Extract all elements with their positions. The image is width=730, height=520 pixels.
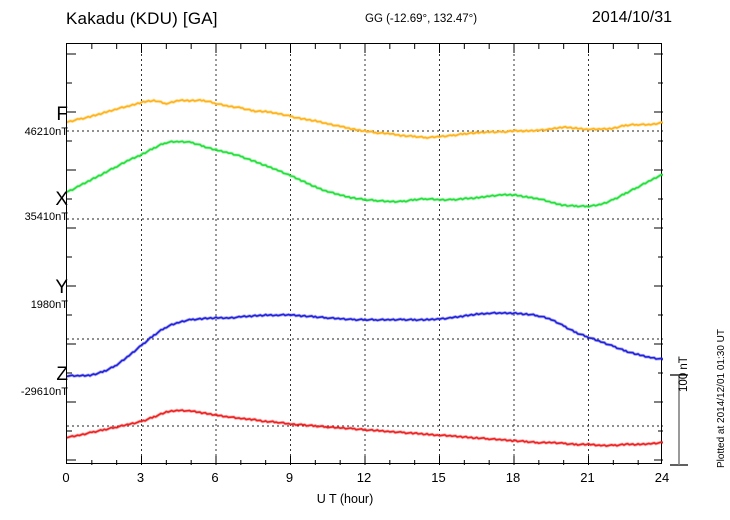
- x-tick-label: 3: [136, 470, 145, 485]
- plotted-at-timestamp: Plotted at 2014/12/01 01:30 UT: [716, 329, 727, 468]
- plot-frame: [66, 43, 663, 465]
- plot-svg: [67, 44, 663, 465]
- scale-bar: [668, 374, 690, 466]
- scale-bar-svg: [670, 374, 688, 466]
- x-tick-label: 18: [505, 470, 521, 485]
- component-value-y: 1980nT: [30, 299, 68, 311]
- scale-bar-label: 100 nT: [678, 356, 690, 392]
- x-axis-title-text: U T (hour): [316, 492, 374, 506]
- component-letter-y: Y: [55, 277, 68, 298]
- component-value-f: 46210nT: [24, 126, 68, 138]
- trace-y: [67, 311, 663, 378]
- component-letter-x: X: [55, 189, 68, 210]
- x-tick-label: 12: [356, 470, 372, 485]
- component-value-x: 35410nT: [24, 211, 68, 223]
- component-label-z: Z -29610nT: [6, 365, 68, 398]
- page-title: Kakadu (KDU) [GA]: [66, 9, 218, 28]
- x-tick-label: 0: [62, 470, 70, 485]
- component-label-x: X 35410nT: [6, 190, 68, 223]
- trace-x: [67, 140, 663, 208]
- trace-glow-x: [67, 139, 663, 209]
- component-value-z: -29610nT: [20, 386, 68, 398]
- x-tick-label: 6: [211, 470, 219, 485]
- x-tick-label: 21: [580, 470, 595, 485]
- date-label: 2014/10/31: [591, 9, 672, 26]
- component-label-f: F 46210nT: [6, 105, 68, 138]
- x-tick-label: 15: [431, 470, 446, 485]
- component-letter-z: Z: [56, 364, 68, 385]
- component-letter-f: F: [56, 104, 68, 125]
- trace-z: [67, 409, 663, 447]
- x-tick-label: 24: [654, 470, 670, 485]
- geographic-coordinates: GG (-12.69°, 132.47°): [365, 13, 478, 25]
- component-label-y: Y 1980nT: [6, 278, 68, 311]
- x-tick-label: 9: [285, 470, 294, 485]
- x-axis-title: U T (hour): [0, 492, 730, 506]
- trace-f: [67, 98, 663, 139]
